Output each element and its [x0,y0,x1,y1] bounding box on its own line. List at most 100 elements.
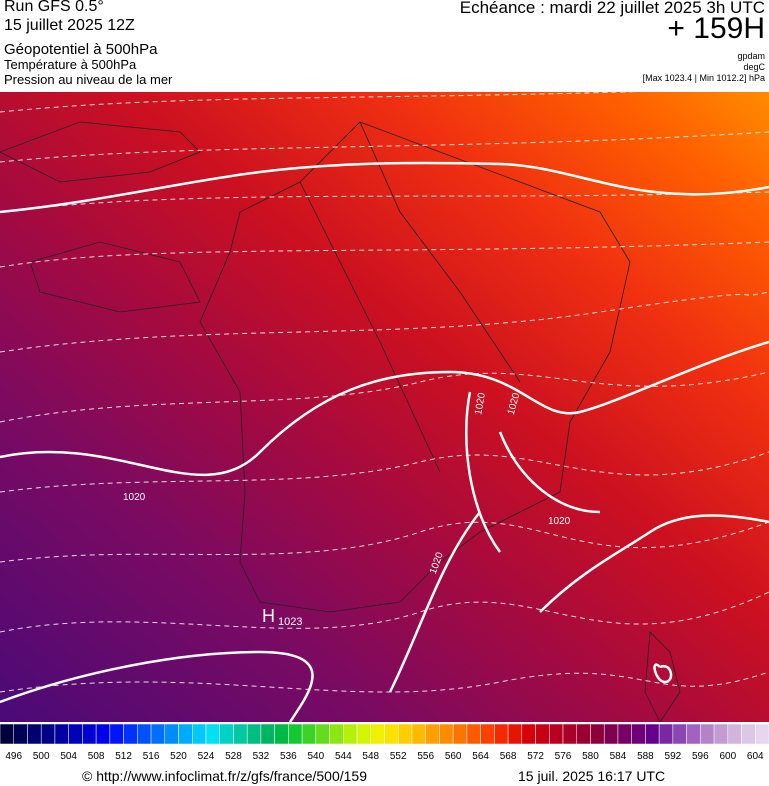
colorbar-label: 576 [555,751,572,762]
run-date: 15 juillet 2025 12Z [4,17,135,34]
colorbar-label: 500 [33,751,50,762]
run-title: Run GFS 0.5° [4,0,104,15]
color-swatch [700,724,715,745]
color-swatch [205,724,220,745]
colorbar-label: 596 [692,751,709,762]
colorbar-label: 516 [143,751,160,762]
color-swatch [329,724,344,745]
colorbar-label: 560 [445,751,462,762]
colorbar-label: 588 [637,751,654,762]
borders [0,121,681,722]
color-swatch [219,724,234,745]
color-swatch [274,724,289,745]
colorbar-label: 552 [390,751,407,762]
unit: degC [743,62,765,72]
color-swatch [480,724,495,745]
color-swatch [164,724,179,745]
isobars [0,161,769,722]
color-swatch [370,724,385,745]
color-swatch [686,724,701,745]
color-swatch [192,724,207,745]
color-swatch [521,724,536,745]
colorbar-label: 540 [307,751,324,762]
high-symbol: H [262,606,275,626]
color-swatch [452,724,468,745]
forecast-time: Echéance : mardi 22 juillet 2025 3h UTC [459,0,765,17]
color-swatch [246,724,262,745]
color-swatch [54,724,69,745]
color-swatch [645,724,660,745]
isobar-label: 1020 [548,516,571,527]
color-swatch [82,724,97,745]
unit: gpdam [737,51,765,61]
field-label: Pression au niveau de la mer [4,72,173,87]
colorbar-label: 508 [88,751,105,762]
isobar-label: 1020 [473,392,488,416]
colorbar-label: 580 [582,751,599,762]
color-swatch [301,724,317,745]
color-swatch [439,724,454,745]
field-shading [0,92,769,722]
colorbar-label: 584 [610,751,627,762]
colorbar-label: 520 [170,751,187,762]
color-swatch [384,724,399,745]
colorbar-label: 572 [527,751,544,762]
field-label: Température à 500hPa [4,57,137,72]
color-swatch [27,724,42,745]
color-swatch [260,724,275,745]
colorbar-label: 548 [362,751,379,762]
colorbar-label: 532 [253,751,270,762]
color-swatch [397,724,413,745]
pressure-range: [Max 1023.4 | Min 1012.2] hPa [642,73,765,83]
map: 1020 1020 1020 1020 1020 H 1023 [0,92,769,722]
colorbar-label: 496 [5,751,22,762]
color-swatch [713,724,729,745]
colorbar: 496 500 504 508 512 516 520 524 528 532 536 540 544 5… [0,724,769,762]
color-swatch [617,724,632,745]
color-swatch [233,724,248,745]
colorbar-label: 536 [280,751,297,762]
color-swatch [466,724,481,745]
color-swatch [727,724,742,745]
colorbar-label: 600 [719,751,736,762]
color-swatch [95,724,111,745]
color-swatch [315,724,330,745]
colorbar-label: 512 [115,751,132,762]
color-swatch [123,724,138,745]
color-swatch [535,724,550,745]
colorbar-label: 604 [747,751,764,762]
color-swatch [549,724,564,745]
color-swatch [425,724,440,745]
color-swatch [13,724,28,745]
color-swatch [603,724,619,745]
color-swatch [0,724,14,745]
colorbar-label: 564 [472,751,489,762]
high-value: 1023 [278,616,302,628]
lead-time: + 159H [667,12,765,45]
colorbar-label: 556 [417,751,434,762]
color-swatch [631,724,646,745]
color-swatch [68,724,83,745]
color-swatch [658,724,674,745]
color-swatch [288,724,303,745]
colorbar-label: 592 [665,751,682,762]
color-swatch [562,724,578,745]
source: © http://www.infoclimat.fr/z/gfs/france/… [82,768,367,784]
color-swatch [356,724,372,745]
color-swatch [178,724,193,745]
color-swatch [137,724,152,745]
color-swatch [507,724,523,745]
color-swatch [109,724,124,745]
color-swatch [672,724,687,745]
color-swatch [150,724,166,745]
color-swatch [40,724,56,745]
colorbar-label: 504 [60,751,77,762]
color-swatch [343,724,358,745]
color-swatch [741,724,756,745]
color-swatch [576,724,591,745]
field-label: Géopotentiel à 500hPa [4,41,158,58]
colorbar-label: 544 [335,751,352,762]
isobar-label: 1020 [123,492,146,503]
colorbar-label: 528 [225,751,242,762]
